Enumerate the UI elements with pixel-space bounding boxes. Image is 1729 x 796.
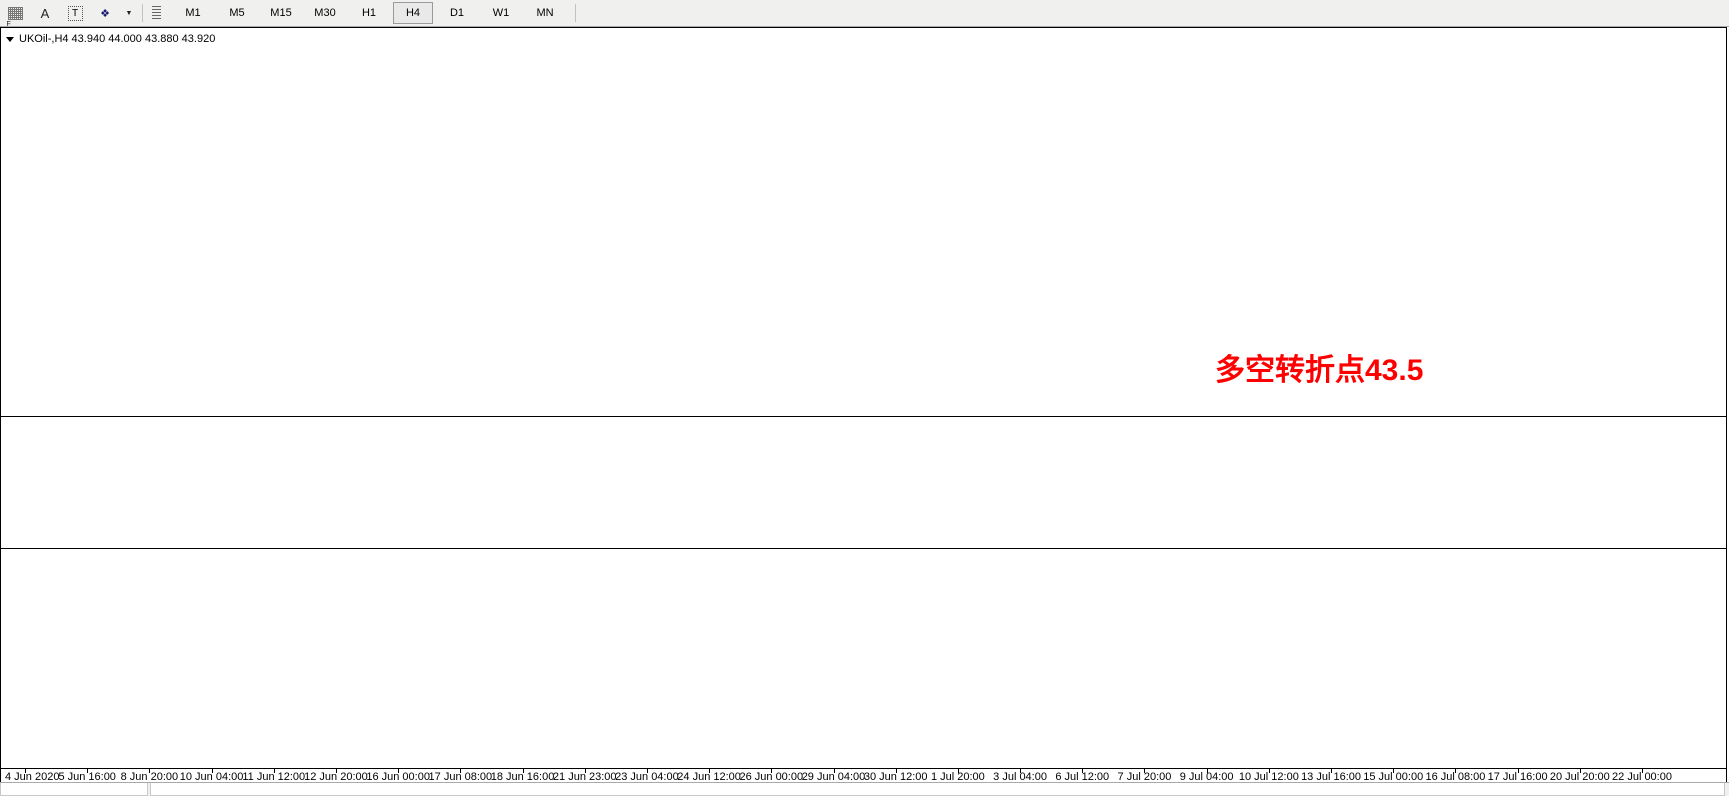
time-axis-label: 5 Jun 16:00	[58, 771, 116, 783]
time-axis-label: 13 Jul 16:00	[1301, 771, 1361, 783]
time-axis-label: 15 Jul 00:00	[1363, 771, 1424, 783]
time-tick	[1331, 769, 1333, 773]
time-tick	[771, 769, 773, 773]
time-tick	[398, 769, 400, 773]
time-axis-label: 23 Jun 04:00	[615, 771, 679, 783]
time-axis-label: 11 Jun 12:00	[242, 771, 306, 783]
time-axis-label: 4 Jun 2020	[5, 771, 60, 783]
status-cell-2	[150, 783, 1725, 796]
timeframe-m1[interactable]: M1	[185, 7, 201, 19]
chart-frame[interactable]: 44.85044.23543.62043.00542.39041.76041.1…	[0, 27, 1727, 769]
time-axis-label: 24 Jun 12:00	[677, 771, 741, 783]
time-axis-label: 22 Jul 00:00	[1612, 771, 1672, 783]
symbol-header[interactable]: UKOil-,H4 43.940 44.000 43.880 43.920	[6, 33, 215, 45]
main-toolbar: F A T ❖ ▼ M1 M5 M15 M30 H1 H4 D1 W1 MN	[0, 0, 1729, 28]
time-axis-label: 17 Jun 08:00	[428, 771, 493, 783]
timeframe-h1[interactable]: H1	[361, 7, 377, 19]
time-tick	[460, 769, 462, 773]
time-axis-label: 1 Jul 20:00	[930, 771, 985, 783]
time-tick	[646, 769, 648, 773]
time-axis-label: 29 Jun 04:00	[801, 771, 866, 783]
time-tick	[273, 769, 275, 773]
time-axis-label: 3 Jul 04:00	[993, 771, 1047, 783]
time-axis-label: 8 Jun 20:00	[120, 771, 179, 783]
timeframe-m5[interactable]: M5	[229, 7, 245, 19]
toolbar-divider-1	[142, 4, 143, 22]
time-axis-label: 9 Jul 04:00	[1179, 771, 1234, 783]
time-axis-label: 12 Jun 20:00	[304, 771, 368, 783]
time-tick	[709, 769, 711, 773]
symbol-header-text: UKOil-,H4 43.940 44.000 43.880 43.920	[19, 33, 216, 45]
time-axis-label: 7 Jul 20:00	[1117, 771, 1172, 783]
timeframe-m15[interactable]: M15	[270, 7, 292, 19]
time-tick	[1642, 769, 1643, 773]
status-cell-1	[0, 783, 148, 796]
timeframe-d1[interactable]: D1	[449, 7, 465, 19]
chevron-down-icon[interactable]	[6, 36, 14, 42]
time-tick	[1206, 769, 1208, 773]
pane-separator-2	[1, 548, 1726, 549]
time-tick	[149, 769, 151, 773]
bars-icon[interactable]	[148, 1, 164, 25]
time-tick	[87, 769, 89, 773]
grid-icon[interactable]: F	[1, 1, 29, 28]
time-axis-label: 16 Jun 00:00	[366, 771, 430, 783]
timeframe-m30[interactable]: M30	[314, 7, 336, 19]
timeframe-mn[interactable]: MN	[536, 7, 554, 19]
objects-icon[interactable]: ❖	[100, 7, 110, 20]
time-tick	[1455, 769, 1457, 773]
time-axis-label: 16 Jul 08:00	[1425, 771, 1486, 783]
time-tick	[335, 769, 337, 773]
time-tick	[957, 769, 959, 773]
time-tick	[584, 769, 586, 773]
time-tick	[25, 769, 26, 773]
time-axis-label: 6 Jul 12:00	[1055, 771, 1110, 783]
time-tick	[1144, 769, 1146, 773]
pane-separator-1	[1, 416, 1726, 417]
time-tick	[1020, 769, 1022, 773]
timeframe-group: M1 M5 M15 M30 H1 H4 D1 W1 MN	[171, 2, 567, 24]
time-tick	[522, 769, 524, 773]
status-bar	[0, 782, 1729, 796]
time-axis-label: 10 Jul 12:00	[1238, 771, 1299, 783]
time-tick	[211, 769, 213, 773]
time-axis-label: 10 Jun 04:00	[179, 771, 244, 783]
timeframe-h4[interactable]: H4	[393, 2, 433, 24]
time-tick	[1268, 769, 1270, 773]
chart-annotation-text: 多空转折点43.5	[1215, 354, 1424, 387]
time-tick	[833, 769, 835, 773]
text-label-icon[interactable]: A	[40, 5, 50, 21]
time-tick	[1517, 769, 1519, 773]
time-tick	[1393, 769, 1395, 773]
time-tick	[1579, 769, 1581, 773]
time-axis-label: 30 Jun 12:00	[863, 771, 928, 783]
time-axis-label: 21 Jun 23:00	[552, 771, 617, 783]
toolbar-divider-2	[575, 4, 576, 22]
text-object-icon[interactable]: T	[61, 1, 89, 25]
time-axis-label: 26 Jun 00:00	[739, 771, 804, 783]
time-axis-label: 20 Jul 20:00	[1549, 771, 1610, 783]
time-axis-label: 17 Jul 16:00	[1487, 771, 1548, 783]
chevron-down-icon[interactable]: ▼	[125, 9, 133, 17]
time-axis-label: 18 Jun 16:00	[490, 771, 555, 783]
time-tick	[895, 769, 897, 773]
timeframe-w1[interactable]: W1	[492, 7, 510, 19]
time-tick	[1082, 769, 1084, 773]
